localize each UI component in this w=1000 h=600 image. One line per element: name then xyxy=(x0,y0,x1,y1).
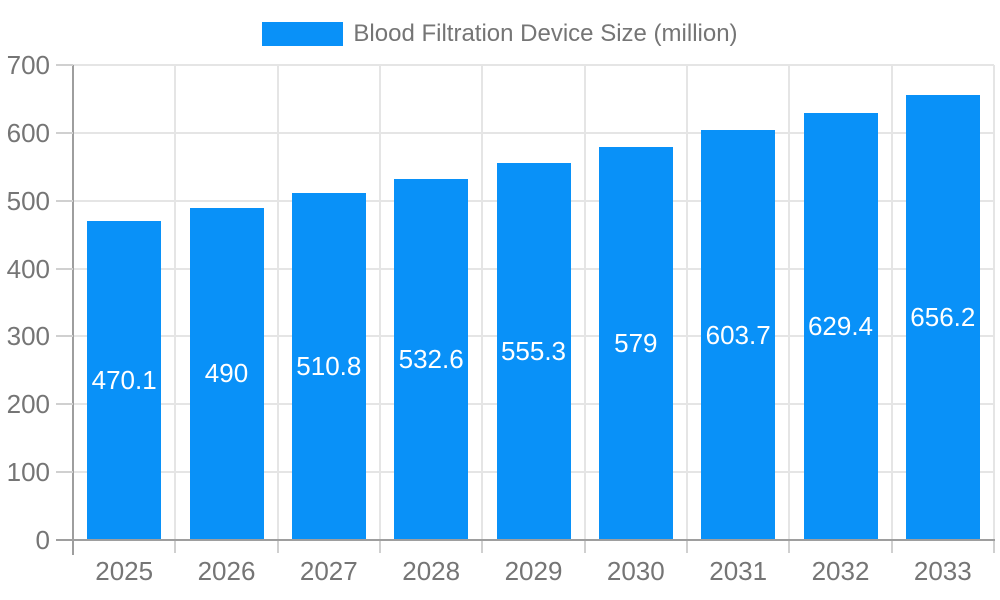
x-axis-label: 2029 xyxy=(504,556,563,586)
bar-value-label: 579 xyxy=(614,328,658,359)
x-axis-tick xyxy=(788,541,791,553)
bar-value-label: 510.8 xyxy=(296,351,362,382)
bar-2027[interactable]: 510.8 xyxy=(291,193,366,540)
x-axis-tick xyxy=(686,541,688,553)
bar-value-label: 490 xyxy=(204,358,249,389)
x-axis-label: 2025 xyxy=(95,556,154,586)
y-axis-label: 400 xyxy=(6,253,50,284)
bar-2033[interactable]: 656.2 xyxy=(905,94,980,540)
bar-2025[interactable]: 470.1 xyxy=(87,221,162,540)
bar-value-label: 656.2 xyxy=(910,301,976,332)
x-axis-label: 2032 xyxy=(811,556,870,586)
bar-2026[interactable]: 490 xyxy=(189,207,264,540)
gridline-vertical xyxy=(583,65,586,540)
bar-value-label: 470.1 xyxy=(91,364,157,395)
x-axis-line xyxy=(72,539,995,541)
bar-2029[interactable]: 555.3 xyxy=(496,163,571,540)
y-axis-label: 700 xyxy=(6,50,50,80)
bar-2028[interactable]: 532.6 xyxy=(394,178,469,540)
y-axis-label: 300 xyxy=(6,321,50,352)
gridline-vertical xyxy=(890,65,893,540)
gridline-vertical xyxy=(481,65,484,540)
bar-2031[interactable]: 603.7 xyxy=(701,130,776,540)
gridline-horizontal xyxy=(73,64,994,66)
y-axis-tick xyxy=(56,335,73,338)
bar-value-label: 603.7 xyxy=(705,319,771,350)
bar-value-label: 555.3 xyxy=(500,336,567,367)
plot-area: 470.1 490 510.8 532.6 555.3 579 603.7 629.4 656.… xyxy=(73,64,995,540)
legend[interactable]: Blood Filtration Device Size (million) xyxy=(0,20,1000,48)
x-axis-tick xyxy=(993,541,995,553)
gridline-vertical xyxy=(174,65,177,540)
x-axis-label: 2031 xyxy=(709,556,768,586)
bar-2032[interactable]: 629.4 xyxy=(803,112,878,540)
x-axis-tick xyxy=(583,541,586,553)
x-axis-tick xyxy=(890,541,893,553)
x-axis-label: 2030 xyxy=(606,556,665,586)
y-axis-tick xyxy=(56,471,73,474)
y-axis-tick xyxy=(56,403,73,406)
bar-2030[interactable]: 579 xyxy=(598,147,673,540)
legend-label: Blood Filtration Device Size (million) xyxy=(353,20,738,47)
y-axis-label: 200 xyxy=(6,389,50,420)
x-axis-tick xyxy=(379,541,381,553)
x-axis-label: 2026 xyxy=(197,556,256,586)
gridline-vertical xyxy=(276,65,279,540)
gridline-vertical xyxy=(993,65,995,540)
y-axis-label: 600 xyxy=(6,117,50,148)
x-axis-label: 2027 xyxy=(299,556,358,586)
y-axis-tick xyxy=(56,131,73,134)
y-axis-tick xyxy=(56,64,73,66)
gridline-vertical xyxy=(788,65,791,540)
x-axis-label: 2028 xyxy=(402,556,461,586)
y-axis-line xyxy=(72,65,74,555)
bar-value-label: 532.6 xyxy=(398,343,464,374)
gridline-vertical xyxy=(379,65,381,540)
gridline-vertical xyxy=(686,65,688,540)
legend-swatch xyxy=(262,22,344,46)
gridline-horizontal xyxy=(73,131,994,134)
y-axis-label: 100 xyxy=(6,457,50,488)
y-axis-label: 500 xyxy=(6,185,50,216)
y-axis-tick xyxy=(56,539,73,541)
x-axis-tick xyxy=(481,541,484,553)
x-axis-tick xyxy=(276,541,279,553)
y-axis-tick xyxy=(56,199,73,202)
y-axis-label: 0 xyxy=(35,525,50,555)
x-axis-label: 2033 xyxy=(913,556,972,586)
y-axis-tick xyxy=(56,267,73,270)
x-axis-tick xyxy=(174,541,177,553)
bar-value-label: 629.4 xyxy=(807,310,874,341)
